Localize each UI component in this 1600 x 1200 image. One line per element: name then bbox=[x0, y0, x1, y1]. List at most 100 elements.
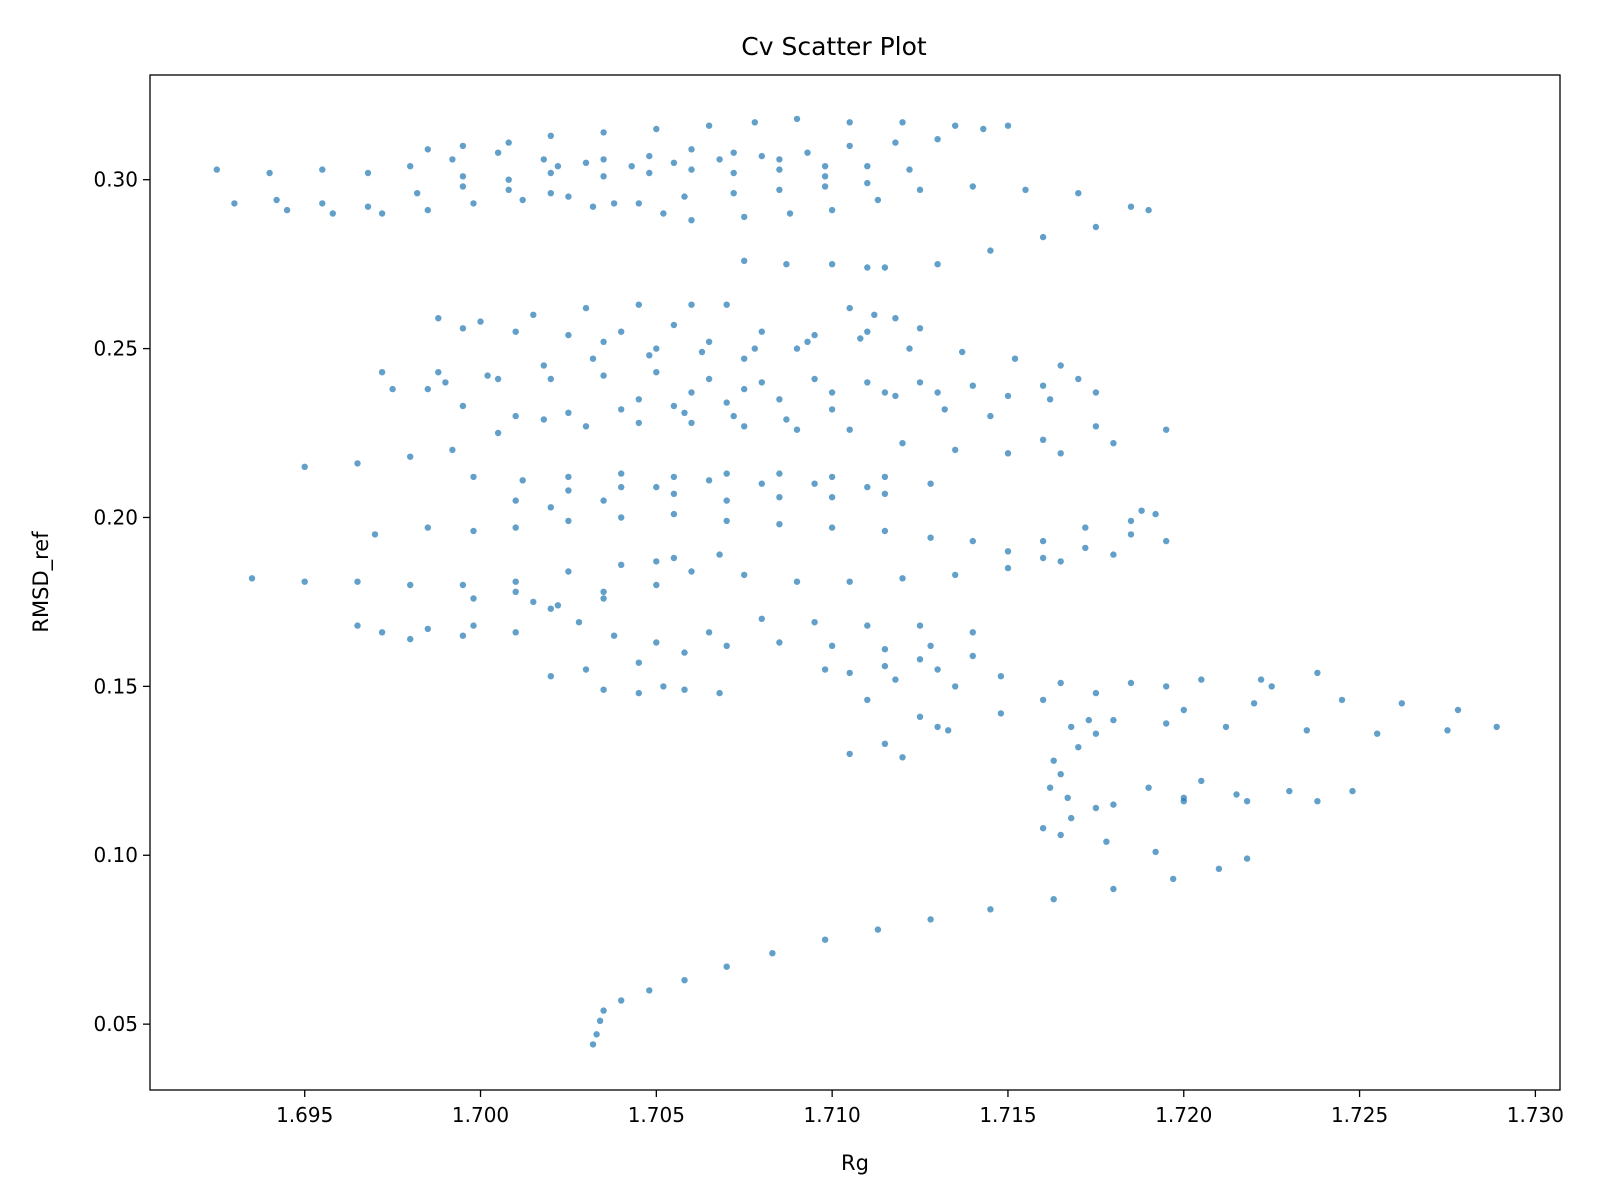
scatter-point bbox=[793, 345, 801, 352]
scatter-point bbox=[846, 426, 853, 433]
scatter-point bbox=[1075, 744, 1082, 751]
scatter-point bbox=[565, 487, 572, 494]
scatter-point bbox=[407, 581, 414, 589]
scatter-point bbox=[758, 480, 765, 487]
scatter-point bbox=[874, 926, 882, 933]
scatter-point bbox=[660, 210, 667, 217]
x-tick-label: 1.730 bbox=[1507, 1103, 1564, 1127]
scatter-point bbox=[1057, 679, 1064, 687]
scatter-point bbox=[1243, 855, 1251, 862]
scatter-point bbox=[892, 676, 899, 683]
scatter-point bbox=[600, 588, 607, 595]
scatter-point bbox=[1039, 382, 1047, 389]
scatter-point bbox=[846, 142, 853, 150]
scatter-point bbox=[1057, 362, 1064, 369]
scatter-point bbox=[618, 406, 625, 413]
scatter-point bbox=[730, 149, 737, 156]
scatter-point bbox=[1050, 896, 1057, 903]
scatter-point bbox=[1064, 794, 1071, 801]
scatter-point bbox=[565, 331, 572, 339]
scatter-point bbox=[934, 666, 941, 673]
scatter-point bbox=[600, 686, 607, 693]
scatter-point bbox=[424, 206, 431, 214]
scatter-point bbox=[730, 169, 737, 177]
scatter-point bbox=[864, 379, 871, 386]
scatter-point bbox=[1057, 450, 1064, 457]
scatter-point bbox=[980, 125, 987, 133]
scatter-point bbox=[1057, 831, 1064, 839]
scatter-point bbox=[1198, 777, 1205, 785]
scatter-point bbox=[1092, 804, 1100, 812]
scatter-point bbox=[776, 521, 783, 528]
scatter-point bbox=[1127, 203, 1135, 210]
scatter-point bbox=[899, 575, 906, 582]
scatter-point bbox=[449, 156, 456, 163]
scatter-point bbox=[646, 987, 653, 994]
scatter-point bbox=[547, 504, 554, 511]
scatter-point bbox=[1011, 355, 1019, 362]
scatter-point bbox=[1493, 723, 1500, 731]
scatter-point bbox=[741, 355, 748, 362]
y-tick-label: 0.10 bbox=[93, 843, 138, 867]
scatter-point bbox=[505, 186, 512, 193]
scatter-point bbox=[600, 129, 607, 136]
scatter-point bbox=[1110, 716, 1117, 724]
scatter-point bbox=[828, 261, 836, 268]
scatter-point bbox=[716, 689, 723, 697]
scatter-point bbox=[646, 152, 653, 160]
scatter-point bbox=[681, 649, 688, 656]
scatter-point bbox=[864, 622, 871, 629]
scatter-point bbox=[776, 166, 783, 173]
scatter-point bbox=[1233, 791, 1240, 798]
scatter-point bbox=[512, 588, 519, 595]
scatter-point bbox=[248, 575, 256, 582]
scatter-point bbox=[1039, 537, 1047, 545]
scatter-point bbox=[1444, 727, 1451, 734]
scatter-point bbox=[846, 304, 853, 312]
scatter-point bbox=[758, 328, 765, 335]
scatter-point bbox=[892, 139, 899, 146]
scatter-point bbox=[582, 159, 590, 166]
scatter-point bbox=[266, 169, 273, 177]
scatter-point bbox=[547, 375, 554, 383]
scatter-point bbox=[407, 163, 414, 170]
scatter-point bbox=[723, 517, 730, 525]
scatter-point bbox=[1145, 206, 1152, 214]
scatter-point bbox=[1454, 706, 1462, 714]
scatter-point bbox=[670, 321, 678, 329]
scatter-point bbox=[670, 490, 678, 497]
scatter-point bbox=[635, 200, 642, 207]
scatter-point bbox=[723, 497, 730, 504]
scatter-point bbox=[783, 261, 790, 268]
scatter-point bbox=[881, 646, 889, 653]
scatter-point bbox=[1152, 848, 1159, 856]
scatter-point bbox=[969, 537, 976, 545]
scatter-point bbox=[952, 446, 959, 454]
scatter-point bbox=[589, 355, 597, 362]
scatter-point bbox=[945, 727, 952, 734]
scatter-point bbox=[892, 392, 899, 400]
scatter-point bbox=[530, 311, 537, 318]
scatter-point bbox=[646, 169, 653, 177]
scatter-point bbox=[1303, 727, 1311, 734]
y-tick-label: 0.20 bbox=[93, 505, 138, 529]
scatter-point bbox=[751, 345, 758, 352]
scatter-point bbox=[414, 190, 421, 197]
scatter-point bbox=[864, 483, 871, 491]
scatter-point bbox=[424, 625, 431, 633]
scatter-point bbox=[716, 156, 723, 163]
scatter-point bbox=[435, 369, 442, 376]
scatter-point bbox=[688, 389, 695, 396]
scatter-point bbox=[670, 473, 678, 481]
scatter-point bbox=[301, 463, 308, 470]
scatter-point bbox=[565, 517, 572, 525]
scatter-point bbox=[407, 453, 414, 460]
scatter-point bbox=[1092, 689, 1100, 697]
scatter-point bbox=[1374, 730, 1381, 737]
scatter-point bbox=[319, 166, 326, 173]
scatter-point bbox=[600, 497, 607, 504]
scatter-point bbox=[723, 642, 730, 649]
scatter-point bbox=[769, 950, 776, 957]
